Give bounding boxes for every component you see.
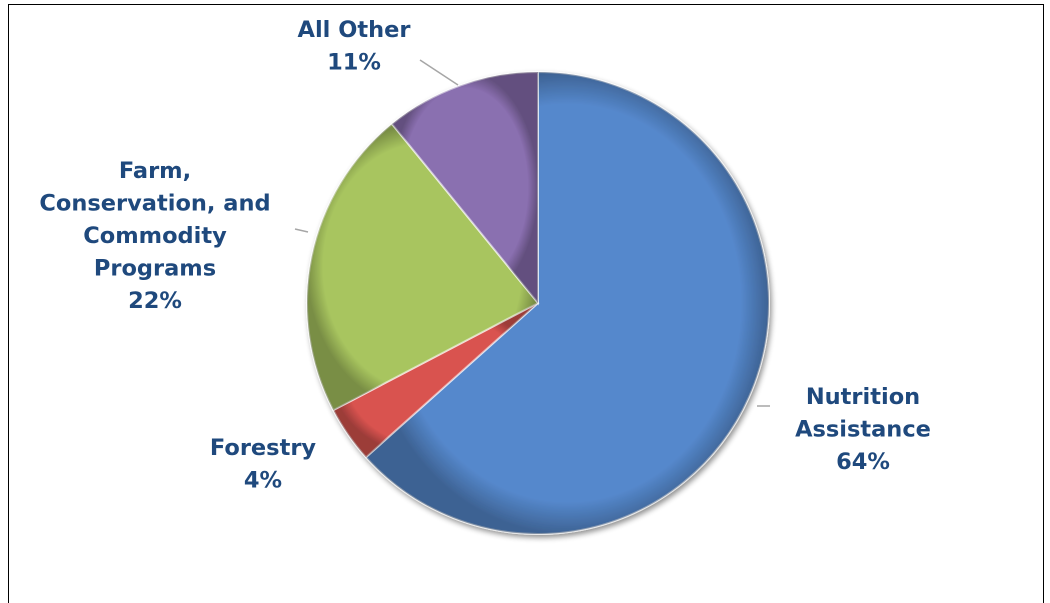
slice-value-label: 64%	[836, 449, 890, 475]
slice-name-line: Nutrition	[806, 384, 920, 410]
pie-slice-bevel-1	[366, 72, 769, 534]
slice-value-label: 22%	[128, 288, 182, 314]
slice-label-2: Forestry 4%	[210, 435, 317, 494]
pie-slice-bevel-4	[391, 72, 538, 303]
slice-name-line: Farm,	[119, 158, 191, 184]
slice-name-line: Conservation, and	[39, 191, 270, 217]
slice-name-line: Assistance	[795, 417, 931, 443]
slice-value-label: 4%	[244, 468, 282, 494]
slice-label-4: All Other 11%	[298, 17, 412, 76]
slice-name-line: Commodity	[83, 223, 227, 249]
leader-line-4	[419, 59, 459, 86]
leader-line-3	[294, 228, 309, 233]
pie-slice-bevel-3	[306, 124, 538, 411]
labels-group: Nutrition Assistance 64% Forestry 4% Farm, Con…	[39, 17, 931, 494]
leader-lines-group	[294, 59, 770, 407]
slice-name-line: Programs	[94, 256, 216, 282]
slice-label-1: Nutrition Assistance 64%	[795, 384, 931, 475]
slice-name-line: Forestry	[210, 435, 317, 461]
slice-value-label: 11%	[327, 50, 381, 76]
slice-name-line: All Other	[298, 17, 412, 43]
pie-slice-bevel-2	[333, 303, 538, 458]
slice-label-3: Farm, Conservation, and Commodity Programs 2…	[39, 158, 270, 314]
slices-group	[306, 70, 770, 535]
